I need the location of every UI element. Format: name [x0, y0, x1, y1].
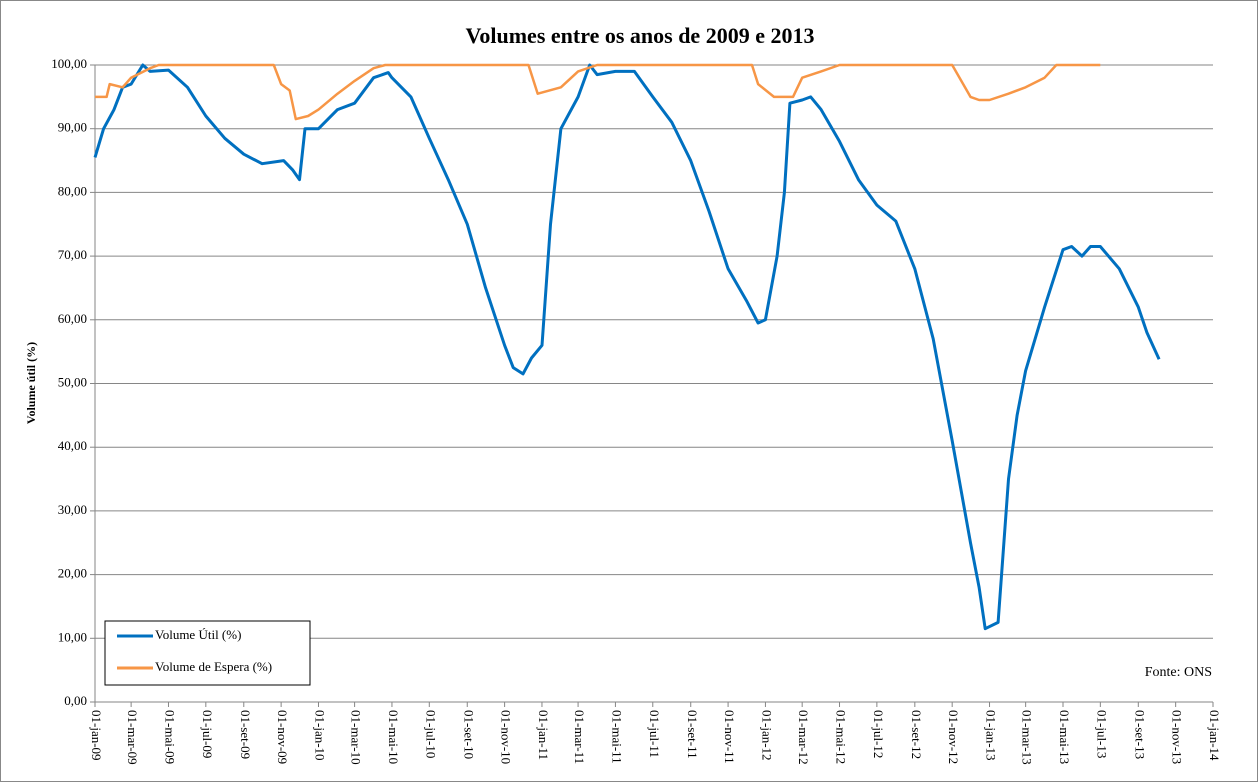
y-tick-label: 50,00 [58, 374, 87, 389]
y-tick-label: 40,00 [58, 438, 87, 453]
x-tick-label: 01-mar-09 [125, 710, 140, 765]
x-tick-label: 01-jan-10 [312, 710, 327, 761]
x-tick-label: 01-mar-13 [1020, 710, 1035, 765]
x-tick-label: 01-mai-13 [1057, 710, 1072, 764]
x-tick-label: 01-jul-11 [647, 710, 662, 758]
y-tick-label: 90,00 [58, 120, 87, 135]
x-tick-label: 01-nov-12 [946, 710, 961, 764]
chart-title: Volumes entre os anos de 2009 e 2013 [466, 23, 815, 48]
x-tick-label: 01-set-12 [909, 710, 924, 759]
x-tick-label: 01-mai-12 [834, 710, 849, 764]
legend-label: Volume Útil (%) [155, 627, 241, 642]
legend-box [104, 620, 311, 686]
x-tick-label: 01-mar-12 [796, 710, 811, 765]
y-tick-label: 100,00 [51, 56, 87, 71]
y-tick-label: 80,00 [58, 183, 87, 198]
x-tick-label: 01-jan-09 [89, 710, 104, 761]
x-tick-label: 01-jan-14 [1207, 710, 1222, 761]
x-tick-label: 01-nov-13 [1170, 710, 1185, 764]
x-tick-label: 01-jul-09 [200, 710, 215, 758]
y-tick-label: 0,00 [64, 693, 87, 708]
legend-label: Volume de Espera (%) [155, 659, 272, 674]
legend: Volume Útil (%) Volume de Espera (%) [104, 620, 311, 686]
y-tick-label: 70,00 [58, 247, 87, 262]
y-tick-label: 10,00 [58, 629, 87, 644]
x-tick-label: 01-jul-13 [1094, 710, 1109, 758]
series-line [93, 63, 1161, 631]
x-tick-label: 01-jan-11 [536, 710, 551, 760]
y-axis-label: Volume útil (%) [24, 342, 38, 424]
y-tick-label: 60,00 [58, 311, 87, 326]
annotation: Fonte: ONS [1145, 665, 1212, 680]
x-tick-label: 01-mai-10 [386, 710, 401, 764]
y-tick-label: 20,00 [58, 566, 87, 581]
x-tick-label: 01-jul-12 [871, 710, 886, 758]
x-tick-label: 01-jan-13 [984, 710, 999, 761]
x-tick-label: 01-jan-12 [759, 710, 774, 761]
y-tick-label: 30,00 [58, 502, 87, 517]
x-tick-label: 01-nov-11 [722, 710, 737, 764]
x-tick-label: 01-nov-10 [499, 710, 514, 764]
series-line [95, 63, 1101, 121]
x-tick-label: 01-mar-10 [349, 710, 364, 765]
x-tick-label: 01-mai-09 [162, 710, 177, 764]
x-tick-label: 01-nov-09 [275, 710, 290, 764]
x-tick-label: 01-mar-11 [572, 710, 587, 764]
x-tick-label: 01-set-13 [1132, 710, 1147, 759]
x-tick-label: 01-mai-11 [609, 710, 624, 764]
x-tick-label: 01-set-11 [685, 710, 700, 759]
x-tick-label: 01-set-09 [238, 710, 253, 759]
x-tick-label: 01-jul-10 [423, 710, 438, 758]
x-tick-label: 01-set-10 [461, 710, 476, 759]
